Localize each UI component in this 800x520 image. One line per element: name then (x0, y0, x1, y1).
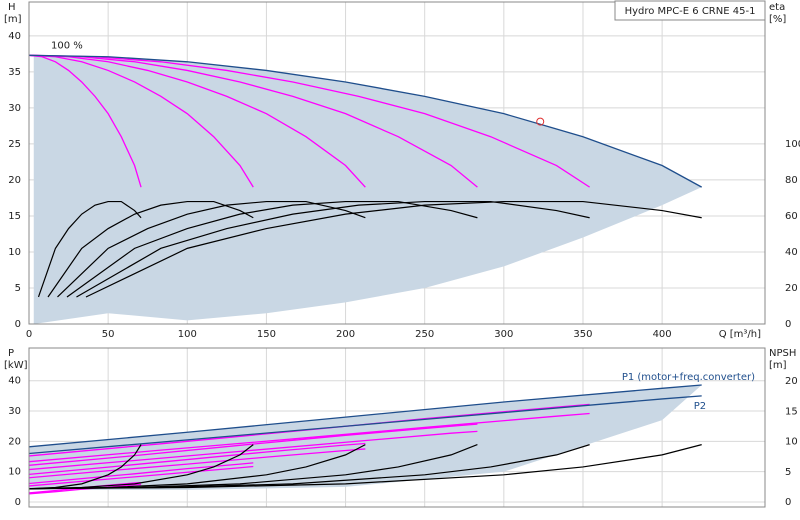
curve (85, 200, 702, 298)
y-tick-label: 20 (8, 436, 21, 447)
y-tick-label: 15 (8, 211, 21, 222)
y-axis-label: H (8, 2, 16, 13)
x-tick-label: 250 (415, 329, 434, 340)
curve (28, 444, 142, 490)
curve (28, 54, 702, 188)
y-tick-label: 35 (8, 67, 21, 78)
plot-frame (28, 347, 766, 508)
x-axis-label: Q [m³/h] (719, 329, 761, 340)
x-tick-label: 350 (573, 329, 592, 340)
curve (28, 442, 366, 476)
curve (28, 54, 478, 188)
y2-tick-label: 0 (785, 497, 791, 508)
curve (28, 54, 254, 188)
y-axis-unit: [kW] (4, 360, 28, 371)
y-tick-label: 25 (8, 139, 21, 150)
y2-tick-label: 80 (785, 175, 798, 186)
y2-tick-label: 100 (785, 139, 800, 150)
y-tick-label: 5 (15, 283, 21, 294)
y-tick-label: 40 (8, 376, 21, 387)
curve (57, 200, 366, 298)
y-axis-unit: [m] (4, 14, 22, 25)
series-label: P1 (motor+freq.converter) (622, 372, 755, 383)
chart-title: Hydro MPC-E 6 CRNE 45-1 (625, 6, 756, 17)
x-tick-label: 100 (178, 329, 197, 340)
plot-frame (28, 1, 766, 325)
operating-range (33, 55, 702, 324)
curve (28, 384, 702, 448)
y-tick-label: 10 (8, 467, 21, 478)
y2-tick-label: 20 (785, 376, 798, 387)
curve (28, 423, 478, 466)
y-tick-label: 30 (8, 103, 21, 114)
x-tick-label: 400 (653, 329, 672, 340)
curve (28, 54, 366, 188)
y2-tick-label: 0 (785, 319, 791, 330)
y2-tick-label: 5 (785, 467, 791, 478)
curve (76, 200, 590, 298)
curve (28, 444, 702, 490)
y-tick-label: 40 (8, 31, 21, 42)
curve (37, 200, 142, 298)
marker (536, 117, 545, 126)
curve (28, 395, 702, 455)
annotation: 100 % (51, 40, 83, 51)
y2-axis-label: eta (769, 2, 785, 13)
y-tick-label: 10 (8, 247, 21, 258)
curve (28, 465, 254, 487)
y-tick-label: 0 (15, 497, 21, 508)
x-tick-label: 300 (494, 329, 513, 340)
y2-tick-label: 60 (785, 211, 798, 222)
curve (28, 462, 254, 485)
curve (28, 412, 590, 463)
y2-tick-label: 40 (785, 247, 798, 258)
curve (66, 200, 478, 298)
y2-tick-label: 10 (785, 437, 798, 448)
series-label: P2 (694, 401, 706, 412)
y2-axis-unit: [m] (769, 360, 787, 371)
y-tick-label: 30 (8, 406, 21, 417)
y-tick-label: 0 (15, 319, 21, 330)
x-tick-label: 0 (26, 329, 32, 340)
curve (28, 54, 142, 188)
y-tick-label: 20 (8, 175, 21, 186)
y2-tick-label: 20 (785, 283, 798, 294)
x-tick-label: 150 (257, 329, 276, 340)
y2-tick-label: 15 (785, 406, 798, 417)
y2-axis-label: NPSH (769, 348, 796, 359)
y2-axis-unit: [%] (769, 14, 786, 25)
curve (47, 200, 254, 298)
curve (28, 430, 478, 471)
y-axis-label: P (8, 348, 14, 359)
title-box (614, 0, 766, 21)
x-tick-label: 200 (336, 329, 355, 340)
x-tick-label: 50 (102, 329, 115, 340)
curve (28, 54, 590, 188)
